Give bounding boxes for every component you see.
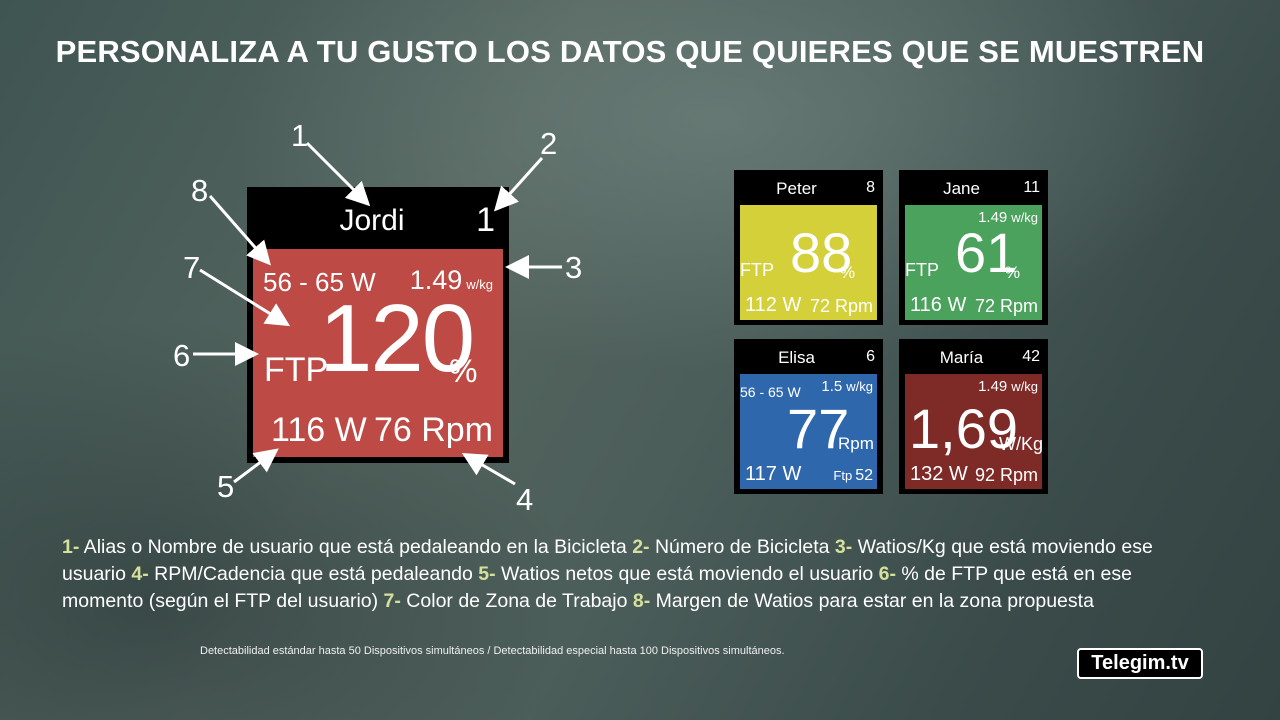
callout-7: 7 xyxy=(183,250,201,285)
legend-text-2: Número de Bicicleta xyxy=(649,536,835,558)
ftp-percent: 120 xyxy=(319,285,475,392)
bike-number: 8 xyxy=(866,179,875,196)
cadence-rpm: 72 Rpm xyxy=(809,296,873,316)
net-watts: 116 W xyxy=(910,294,967,316)
zone-color-panel: 1.49 w/kg FTP 61 % 116 W 72 Rpm xyxy=(905,205,1042,320)
legend-key-6: 6- xyxy=(878,563,896,585)
bike-number: 42 xyxy=(1022,348,1040,365)
cadence-rpm: 72 Rpm xyxy=(974,296,1038,316)
bike-tile-large: Jordi 1 56 - 65 W 1.49 w/kg FTP 120 % 116… xyxy=(247,187,509,463)
arrow-5 xyxy=(233,448,279,484)
legend-text-3: Watios/Kg que está moviendo ese usuario xyxy=(62,536,1153,585)
ftp-label: FTP xyxy=(740,260,774,280)
bike-number: 6 xyxy=(866,348,875,365)
legend-text-7: Color de Zona de Trabajo xyxy=(400,590,633,612)
callout-2: 2 xyxy=(540,126,558,161)
ftp-percent-small: Ftp 52 xyxy=(833,467,873,484)
rpm-unit: Rpm xyxy=(838,434,874,453)
callout-5: 5 xyxy=(217,469,235,504)
user-name: Jane xyxy=(943,179,980,198)
cadence-rpm: 92 Rpm xyxy=(974,465,1038,485)
cadence-rpm: 76 Rpm xyxy=(373,411,493,449)
net-watts: 112 W xyxy=(745,294,802,316)
legend-key-5: 5- xyxy=(478,563,496,585)
zone-color-panel: 56 - 65 W 1.49 w/kg FTP 120 % 116 W 76 Rp… xyxy=(253,249,503,457)
callout-8: 8 xyxy=(191,173,209,208)
zone-color-panel: 1.49 w/kg 1,69 W/Kg 132 W 92 Rpm xyxy=(905,374,1044,489)
legend-text-6: % de FTP que está en ese momento (según … xyxy=(62,563,1132,612)
bike-tile-elisa: Elisa 6 56 - 65 W 1.5 w/kg 77 Rpm 117 W F… xyxy=(734,339,883,494)
arrow-4 xyxy=(461,452,516,486)
user-name: Peter xyxy=(776,179,817,198)
zone-color-panel: FTP 88 % 112 W 72 Rpm xyxy=(740,205,877,320)
legend-key-7: 7- xyxy=(383,590,401,612)
arrow-7 xyxy=(199,268,291,327)
arrow-1 xyxy=(305,141,371,207)
watts-per-kg: 1.49 w/kg xyxy=(978,378,1038,395)
page-title: PERSONALIZA A TU GUSTO LOS DATOS QUE QUI… xyxy=(55,34,1205,69)
legend-text-1: Alias o Nombre de usuario que está pedal… xyxy=(79,536,633,558)
footnote: Detectabilidad estándar hasta 50 Disposi… xyxy=(200,645,785,657)
legend-text-4: RPM/Cadencia que está pedaleando xyxy=(148,563,479,585)
watts-range: 56 - 65 W xyxy=(740,384,801,400)
legend-key-3: 3- xyxy=(834,536,853,558)
cadence-value: 77 xyxy=(787,397,850,460)
net-watts: 117 W xyxy=(745,463,802,485)
watts-per-kg: 1.5 w/kg xyxy=(821,378,873,395)
percent-sign: % xyxy=(449,353,478,389)
legend-text-8: Margen de Watios para estar en la zona p… xyxy=(650,590,1094,612)
callout-3: 3 xyxy=(565,250,583,285)
ftp-label: FTP xyxy=(905,260,939,280)
tile-header: Jordi 1 xyxy=(247,187,509,249)
watts-range: 56 - 65 W xyxy=(263,267,376,297)
user-name: Elisa xyxy=(778,348,815,367)
arrow-8 xyxy=(208,195,271,266)
wkg-unit-large: W/Kg xyxy=(999,434,1044,454)
callout-1: 1 xyxy=(291,118,309,153)
telegim-logo: Telegim.tv xyxy=(1077,648,1203,679)
percent-sign: % xyxy=(1005,263,1021,282)
percent-sign: % xyxy=(840,263,856,282)
bike-number: 11 xyxy=(1023,179,1040,196)
callout-6: 6 xyxy=(173,338,191,373)
user-name: Jordi xyxy=(339,204,405,237)
legend-description: 1- Alias o Nombre de usuario que está pe… xyxy=(62,534,1212,615)
ftp-label: FTP xyxy=(264,351,329,389)
legend-key-4: 4- xyxy=(131,563,149,585)
ftp-percent: 61 xyxy=(955,221,1018,284)
legend-key-1: 1- xyxy=(62,536,80,558)
net-watts: 132 W xyxy=(910,463,968,485)
bike-tile-peter: Peter 8 FTP 88 % 112 W 72 Rpm xyxy=(734,170,883,325)
bike-tile-jane: Jane 11 1.49 w/kg FTP 61 % 116 W 72 Rpm xyxy=(899,170,1048,325)
user-name: María xyxy=(939,348,984,367)
legend-key-8: 8- xyxy=(632,590,651,612)
callout-4: 4 xyxy=(516,482,534,517)
bike-tile-maria: María 42 1.49 w/kg 1,69 W/Kg 132 W 92 Rpm xyxy=(899,339,1048,494)
watts-per-kg: 1.49 w/kg xyxy=(409,265,493,295)
zone-color-panel: 56 - 65 W 1.5 w/kg 77 Rpm 117 W Ftp 52 xyxy=(740,374,877,489)
net-watts: 116 W xyxy=(271,411,367,449)
legend-text-5: Watios netos que está moviendo el usuari… xyxy=(495,563,879,585)
wkg-value-large: 1,69 xyxy=(909,397,1018,460)
legend-key-2: 2- xyxy=(632,536,650,558)
ftp-percent: 88 xyxy=(790,221,853,284)
watts-per-kg: 1.49 w/kg xyxy=(978,209,1038,226)
arrow-2 xyxy=(493,156,544,212)
bike-number: 1 xyxy=(476,201,495,239)
